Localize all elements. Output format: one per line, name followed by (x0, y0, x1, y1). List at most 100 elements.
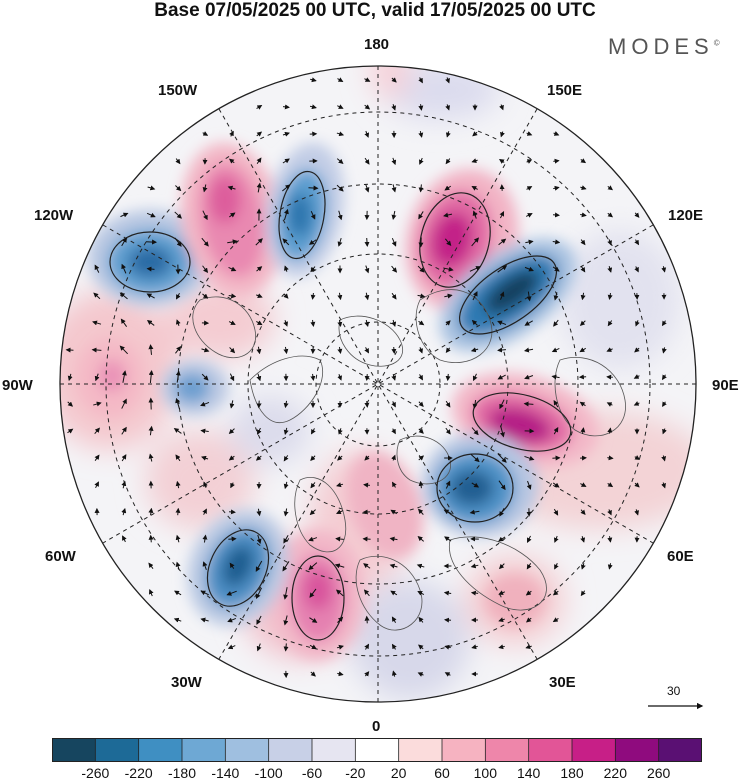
wind-vector (580, 212, 587, 218)
wind-vector (607, 185, 614, 191)
wind-vector (284, 265, 289, 272)
wind-vector (175, 561, 181, 570)
wind-vector (283, 508, 289, 517)
wind-vector (391, 616, 397, 623)
wind-vector (526, 186, 533, 191)
wind-vector (121, 370, 127, 383)
brand-name: MODES (608, 34, 714, 59)
wind-vector (337, 373, 342, 381)
wind-vector (444, 293, 453, 299)
colorbar-tick-label: 180 (560, 765, 584, 781)
brand-mark: © (713, 38, 720, 48)
wind-vector (337, 616, 344, 623)
wind-vector (282, 158, 290, 164)
colorbar-tick-label: 60 (434, 765, 450, 781)
wind-vector (418, 184, 424, 193)
wind-vector (256, 373, 262, 382)
wind-vector (391, 238, 397, 247)
wind-vector (203, 481, 208, 488)
wind-vector (498, 238, 507, 246)
wind-vector (500, 425, 505, 438)
colorbar-tick-label: 100 (473, 765, 498, 781)
wind-vector (94, 373, 100, 382)
wind-vector (524, 266, 534, 272)
lon-label-120e: 120E (668, 207, 704, 224)
wind-vector (175, 185, 182, 192)
colorbar-tick-label: -180 (167, 765, 197, 781)
wind-vector (418, 455, 425, 461)
wind-vector (418, 428, 424, 434)
wind-vector (283, 534, 289, 544)
wind-vector (255, 560, 263, 572)
wind-vector (174, 590, 182, 596)
colorbar-tick-label: -140 (211, 765, 240, 781)
wind-vector (524, 455, 535, 461)
colorbar-swatch (95, 738, 140, 762)
wind-vector (337, 77, 344, 82)
wind-vector (497, 347, 506, 353)
wind-vector (337, 428, 343, 435)
reference-vector-label: 30 (667, 684, 681, 698)
wind-vector (498, 563, 505, 570)
wind-vector (228, 266, 237, 272)
wind-vector (337, 210, 343, 221)
wind-vector (580, 563, 586, 570)
wind-vector (498, 644, 505, 650)
wind-vector (471, 186, 478, 191)
colorbar (52, 738, 702, 762)
wind-vector (175, 397, 181, 410)
wind-vector (309, 644, 317, 650)
wind-vector (497, 453, 507, 463)
wind-vector (471, 237, 479, 247)
wind-vector (527, 535, 532, 543)
wind-vector (175, 158, 181, 165)
wind-vector (201, 347, 210, 353)
wind-vector (661, 482, 666, 489)
wind-vector (418, 401, 424, 407)
colorbar-swatch (398, 738, 443, 762)
wind-vector (256, 131, 263, 137)
colorbar-swatch (312, 738, 356, 762)
wind-vector (121, 263, 127, 274)
wind-vector (308, 239, 317, 245)
wind-vector (229, 509, 236, 515)
wind-vector (634, 266, 639, 273)
wind-vector (635, 320, 640, 327)
wind-vector (283, 455, 289, 462)
wind-vector (230, 482, 235, 489)
wind-vector (526, 563, 532, 570)
wind-vector (391, 77, 397, 83)
wind-vector (94, 427, 100, 435)
wind-vector (469, 509, 480, 515)
wind-vector (256, 508, 262, 517)
wind-vector (257, 427, 262, 435)
lon-label-60w: 60W (45, 548, 76, 565)
wind-vector (416, 563, 425, 569)
wind-vector (337, 292, 343, 301)
wind-vector (391, 428, 396, 435)
wind-vector (526, 131, 533, 136)
lon-label-0: 0 (372, 718, 381, 735)
wind-vector (256, 534, 262, 545)
wind-vector (579, 320, 586, 326)
lon-label-90e: 90E (712, 377, 739, 394)
wind-vector (580, 509, 586, 516)
wind-vector (148, 562, 154, 569)
wind-vector (228, 293, 237, 299)
wind-vector (282, 238, 290, 246)
wind-vector (229, 400, 235, 409)
wind-vector (472, 210, 478, 219)
wind-vector (335, 509, 344, 515)
wind-vector (525, 590, 532, 596)
wind-vector (661, 347, 667, 354)
wind-vector (94, 481, 99, 489)
wind-vector (552, 239, 561, 245)
wind-vector (364, 292, 370, 301)
wind-vector (309, 588, 317, 598)
wind-vector (228, 455, 235, 461)
wind-vector (202, 561, 208, 571)
wind-vector (336, 482, 344, 488)
wind-vector (392, 481, 397, 488)
wind-vector (445, 158, 451, 165)
wind-vector (418, 374, 423, 381)
